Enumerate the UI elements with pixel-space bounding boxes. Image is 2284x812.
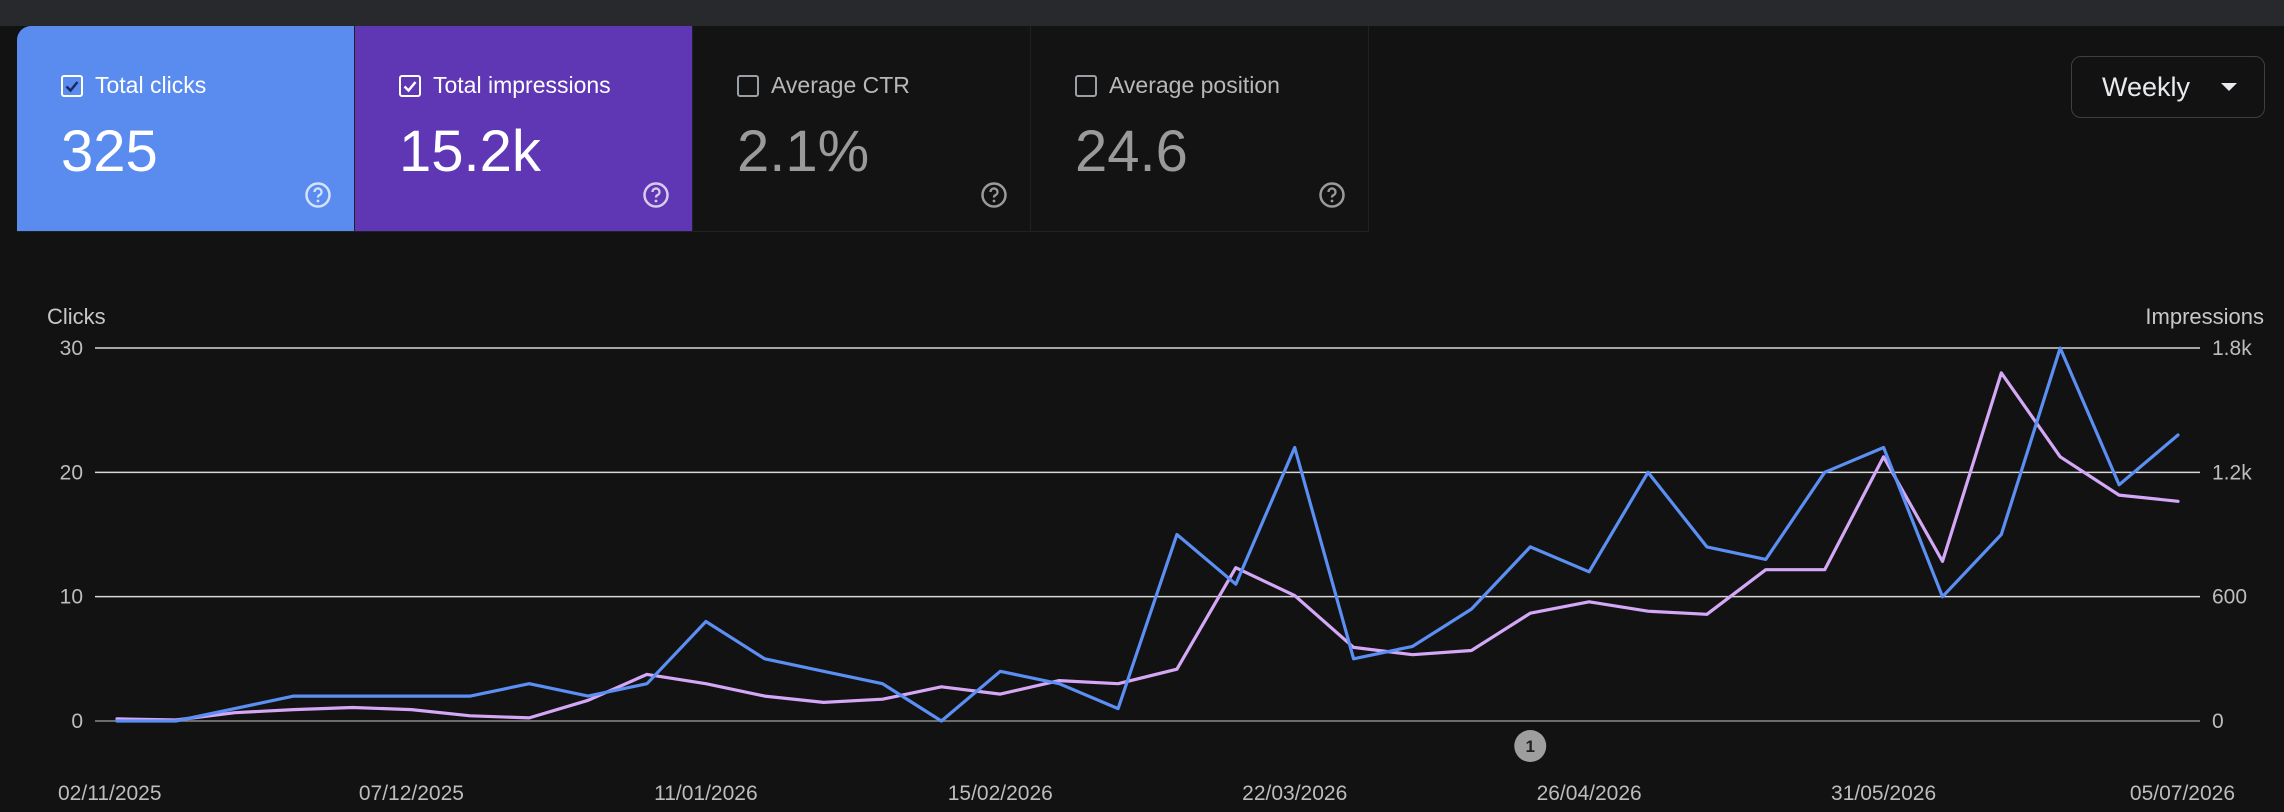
metric-card-average-ctr[interactable]: Average CTR 2.1% [693, 26, 1031, 232]
left-axis-title: Clicks [47, 304, 106, 329]
left-tick-label: 20 [60, 461, 83, 484]
metric-label: Total clicks [95, 72, 207, 98]
right-tick-label: 1.8k [2212, 337, 2252, 360]
checkbox-icon[interactable] [1075, 74, 1097, 97]
checkbox-icon[interactable] [61, 74, 83, 97]
x-tick-label: 07/12/2025 [359, 782, 464, 805]
metric-label: Total impressions [433, 72, 611, 98]
metric-cards: Total clicks 325 Total impressions 15.2k [17, 26, 1369, 232]
metric-card-header: Total clicks [61, 72, 206, 99]
help-circle-icon[interactable] [304, 181, 332, 209]
right-axis-title: Impressions [2145, 304, 2264, 329]
x-tick-label: 31/05/2026 [1831, 782, 1936, 805]
annotation-label: 1 [1526, 737, 1535, 756]
metric-card-header: Average CTR [737, 72, 910, 99]
right-tick-label: 1.2k [2212, 461, 2252, 484]
series-line-clicks [115, 346, 2180, 723]
checkbox-icon[interactable] [737, 74, 759, 97]
metric-card-total-impressions[interactable]: Total impressions 15.2k [355, 26, 693, 232]
granularity-dropdown[interactable]: Weekly [2071, 56, 2265, 118]
right-tick-label: 0 [2212, 710, 2224, 733]
metric-value: 24.6 [1075, 119, 1188, 184]
right-tick-label: 600 [2212, 586, 2247, 609]
metric-value: 325 [61, 119, 158, 184]
help-circle-icon[interactable] [642, 181, 670, 209]
metric-label: Average position [1109, 72, 1280, 98]
performance-chart: 0 0 10 600 20 1.2k 30 1.8k Clicks Impressions 02/1… [47, 304, 2264, 805]
left-tick-label: 0 [71, 710, 83, 733]
top-bar [0, 0, 2284, 26]
metric-card-total-clicks[interactable]: Total clicks 325 [17, 26, 355, 232]
series-line-impressions [115, 371, 2180, 722]
x-tick-label: 02/11/2025 [58, 782, 162, 805]
x-tick-label: 22/03/2026 [1242, 782, 1347, 805]
checkbox-icon[interactable] [399, 74, 421, 97]
left-tick-label: 30 [60, 337, 83, 360]
performance-panel: Total clicks 325 Total impressions 15.2k [17, 26, 2284, 812]
dropdown-selected-value: Weekly [2102, 71, 2191, 102]
metric-value: 2.1% [737, 119, 870, 184]
x-tick-label: 05/07/2026 [2130, 782, 2235, 805]
metric-card-average-position[interactable]: Average position 24.6 [1031, 26, 1369, 232]
caret-down-icon [2221, 83, 2237, 91]
x-tick-label: 15/02/2026 [948, 782, 1053, 805]
help-circle-icon[interactable] [980, 181, 1008, 209]
x-tick-label: 26/04/2026 [1537, 782, 1642, 805]
metric-card-header: Total impressions [399, 72, 611, 99]
metric-value: 15.2k [399, 119, 541, 184]
metric-card-header: Average position [1075, 72, 1280, 99]
help-circle-icon[interactable] [1318, 181, 1346, 209]
x-tick-label: 11/01/2026 [654, 782, 758, 805]
metric-label: Average CTR [771, 72, 910, 98]
left-tick-label: 10 [60, 586, 83, 609]
annotation-marker[interactable] [1514, 730, 1547, 762]
